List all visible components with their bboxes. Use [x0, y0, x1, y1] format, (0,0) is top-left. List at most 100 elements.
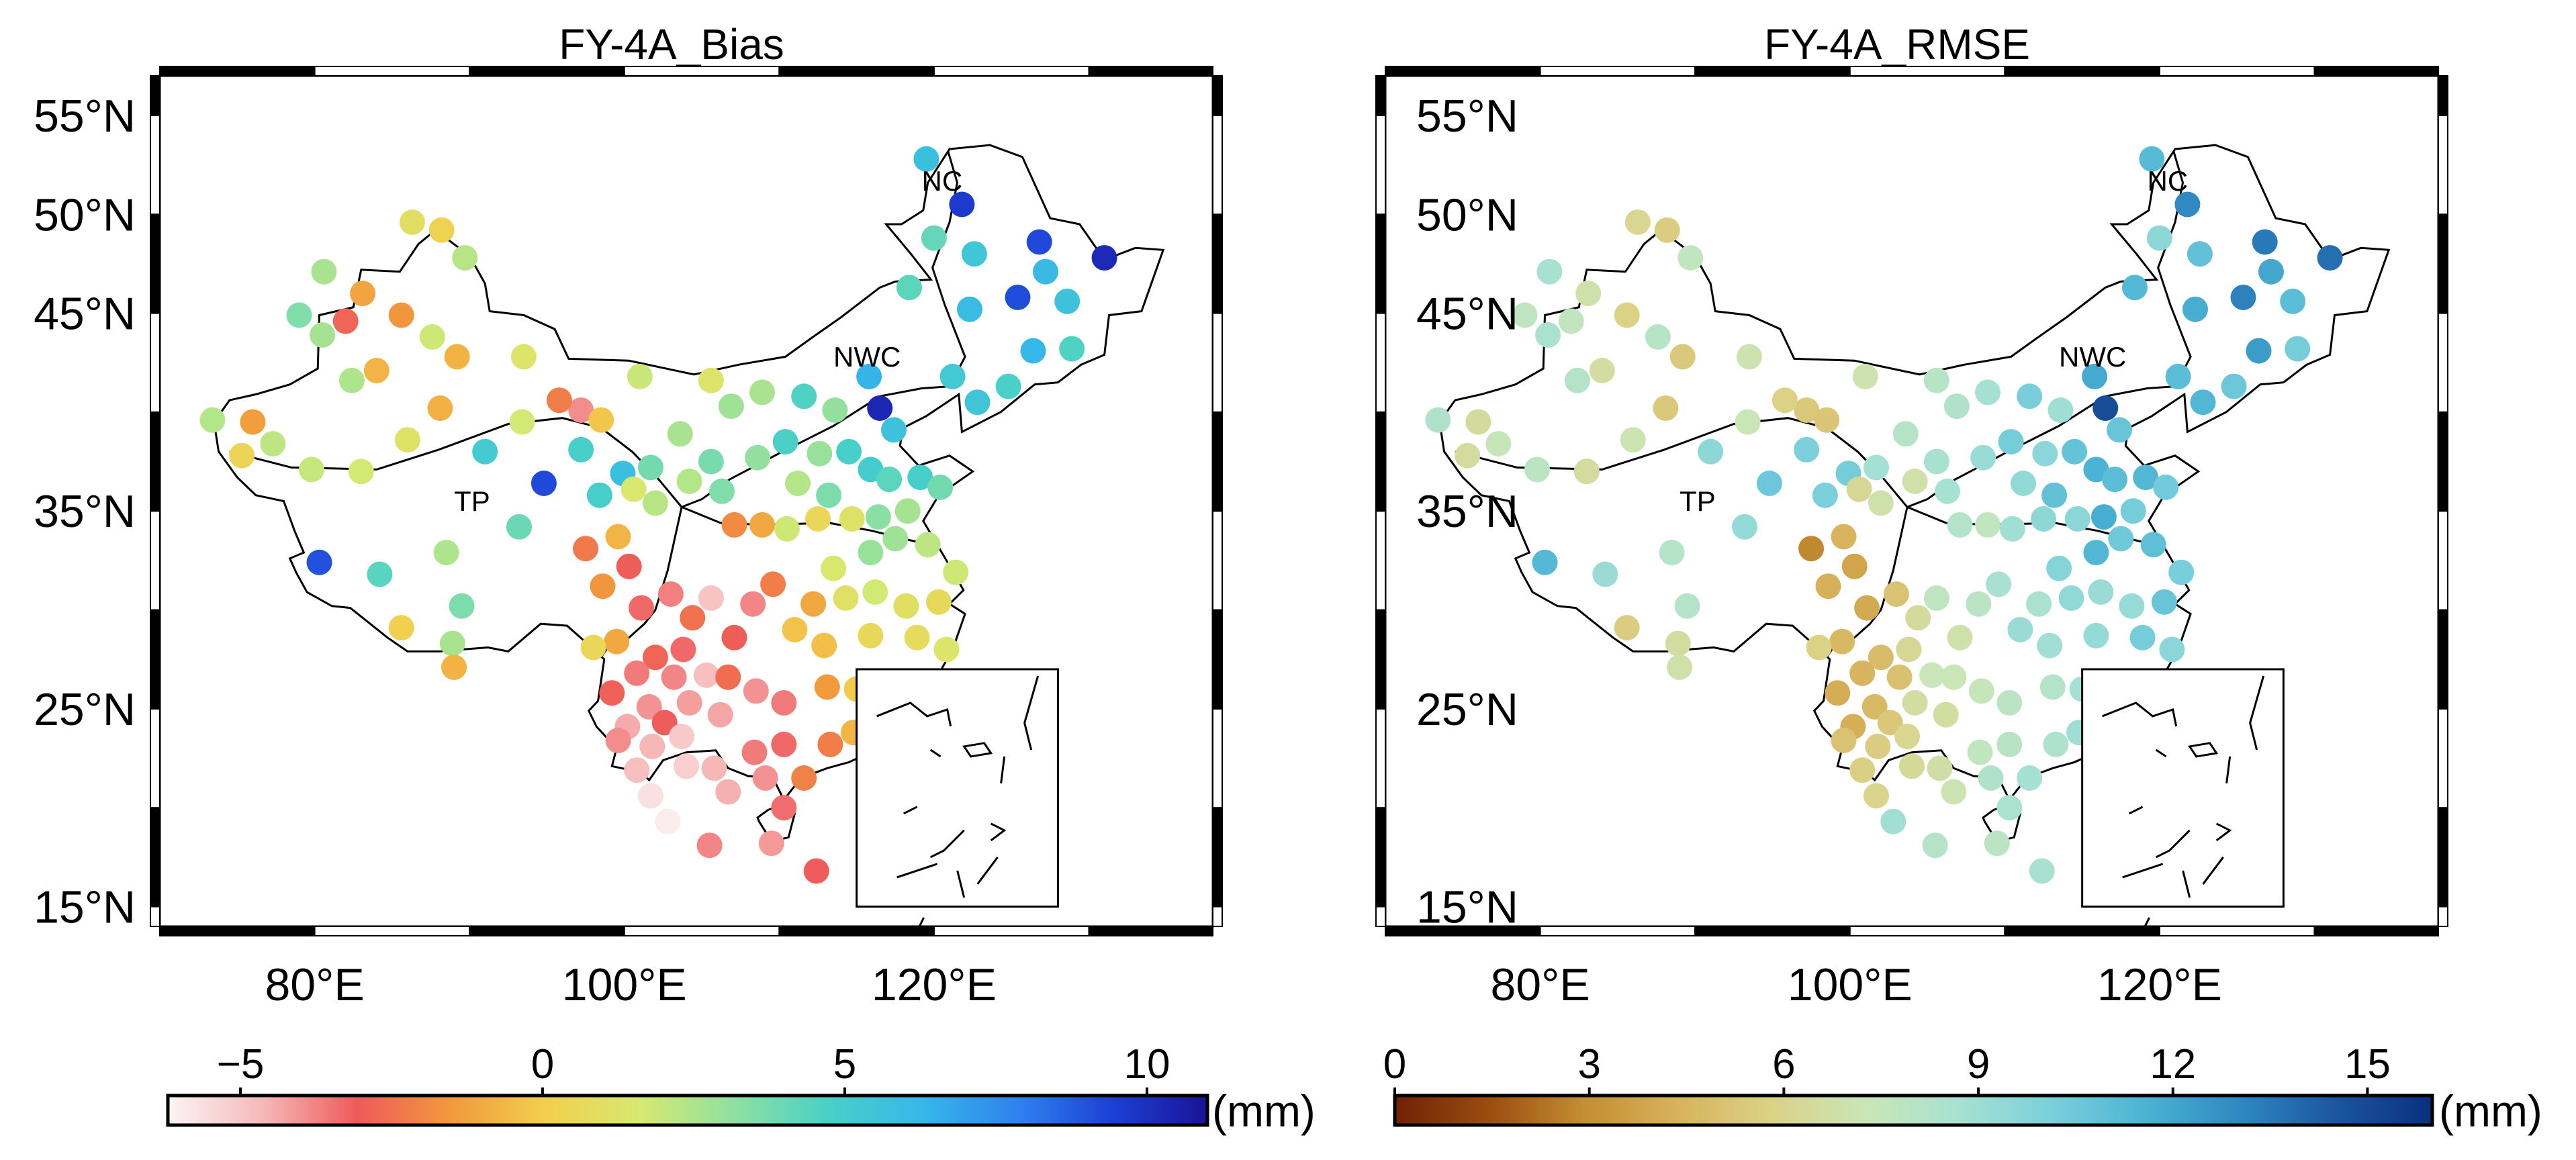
rmse-frame-segment — [2438, 807, 2448, 908]
rmse-station-point — [1947, 624, 1973, 650]
rmse-station-point — [2159, 636, 2185, 663]
rmse-station-point — [1865, 733, 1891, 759]
bias-station-point — [199, 407, 226, 433]
rmse-frame-segment — [1849, 926, 2006, 936]
bias-frame-segment — [150, 906, 160, 928]
rmse-station-point — [1772, 387, 1798, 414]
rmse-colorbar-tick-label: 15 — [2344, 1041, 2391, 1088]
rmse-station-point — [1935, 478, 1960, 504]
bias-station-point — [1033, 258, 1058, 285]
rmse-frame-segment — [1849, 66, 2006, 77]
bias-station-point — [638, 783, 663, 809]
rmse-colorbar-tick-label: 3 — [1577, 1041, 1600, 1088]
rmse-station-point — [1735, 409, 1761, 435]
rmse-station-point — [1849, 660, 1876, 686]
rmse-station-point — [1575, 281, 1602, 307]
rmse-station-point — [2083, 540, 2109, 566]
bias-station-point — [419, 324, 445, 350]
rmse-station-point — [1864, 783, 1889, 809]
rmse-station-point — [1624, 209, 1651, 235]
bias-station-point — [771, 690, 797, 716]
bias-station-point — [893, 593, 919, 619]
rmse-station-point — [1999, 516, 2025, 542]
bias-station-point — [599, 680, 625, 706]
bias-frame-segment — [150, 312, 160, 413]
bias-station-point — [661, 664, 687, 690]
rmse-station-point — [2182, 296, 2208, 322]
rmse-colorbar-unit: (mm) — [2439, 1086, 2542, 1136]
rmse-station-point — [1653, 395, 1679, 421]
bias-frame-segment — [1212, 609, 1223, 710]
rmse-station-point — [2102, 467, 2128, 493]
rmse-station-point — [1919, 662, 1945, 688]
bias-frame-segment — [623, 66, 780, 77]
bias-frame-segment — [314, 926, 471, 936]
bias-colorbar-tick-label: −5 — [217, 1041, 265, 1088]
rmse-lon-tick-label: 100°E — [1788, 959, 1913, 1010]
rmse-station-point — [1923, 448, 1949, 475]
rmse-station-point — [2011, 471, 2036, 496]
bias-station-point — [701, 755, 727, 781]
rmse-station-point — [2317, 245, 2343, 271]
bias-station-point — [655, 808, 681, 834]
rmse-frame-segment — [2158, 66, 2315, 77]
rmse-station-point — [1883, 581, 1909, 607]
rmse-lat-tick-label: 15°N — [1416, 882, 1518, 933]
bias-station-point — [674, 753, 699, 779]
bias-station-point — [721, 512, 747, 538]
rmse-colorbar-tick-label: 9 — [1967, 1041, 1990, 1088]
bias-station-point — [862, 579, 888, 605]
bias-station-point — [782, 617, 808, 642]
bias-station-point — [624, 660, 650, 686]
bias-station-point — [311, 258, 337, 285]
rmse-station-point — [2088, 579, 2114, 605]
rmse-station-point — [2064, 506, 2090, 532]
rmse-station-point — [1899, 753, 1925, 779]
rmse-frame-segment — [1694, 66, 1851, 77]
bias-station-point — [546, 387, 572, 414]
rmse-station-point — [1831, 524, 1857, 550]
bias-frame-segment — [933, 926, 1090, 936]
rmse-frame-segment — [1375, 609, 1386, 710]
rmse-station-point — [2083, 622, 2109, 648]
bias-station-point — [785, 471, 811, 496]
rmse-station-point — [1968, 678, 1994, 704]
bias-station-point — [441, 655, 467, 680]
rmse-frame-segment — [2004, 926, 2160, 936]
bias-station-point — [698, 367, 724, 393]
rmse-region-label-nwc: NWC — [2059, 341, 2126, 373]
rmse-station-point — [2139, 146, 2165, 172]
bias-station-point — [531, 471, 557, 496]
bias-station-point — [657, 581, 684, 607]
rmse-station-point — [1732, 514, 1757, 540]
rmse-frame-segment — [2438, 75, 2448, 116]
rmse-station-point — [1854, 595, 1880, 621]
rmse-station-point — [1536, 258, 1563, 285]
rmse-station-point — [2058, 585, 2084, 611]
rmse-station-point — [1614, 615, 1640, 641]
bias-station-point — [915, 532, 941, 558]
bias-station-point — [807, 440, 833, 467]
bias-lat-tick-label: 50°N — [34, 189, 136, 240]
rmse-station-point — [1425, 407, 1451, 433]
rmse-station-point — [1812, 482, 1838, 508]
bias-station-point — [694, 662, 719, 688]
bias-station-point — [452, 245, 478, 271]
rmse-panel-title: FY-4A_RMSE — [1764, 20, 2030, 68]
rmse-station-point — [2062, 438, 2088, 465]
bias-frame-segment — [150, 75, 160, 116]
bias-lat-tick-label: 45°N — [34, 289, 136, 340]
bias-station-point — [995, 373, 1021, 399]
bias-station-point — [399, 209, 425, 235]
rmse-station-point — [2187, 241, 2213, 267]
rmse-station-point — [2190, 389, 2216, 416]
bias-station-point — [745, 444, 771, 471]
bias-frame-segment — [469, 66, 625, 77]
bias-station-point — [624, 757, 650, 783]
bias-station-point — [856, 363, 882, 389]
rmse-region-label-nc: NC — [2147, 165, 2188, 197]
bias-frame-segment — [1088, 66, 1213, 77]
bias-frame-segment — [150, 114, 160, 215]
rmse-station-point — [1815, 573, 1841, 599]
rmse-frame-segment — [1375, 213, 1386, 314]
